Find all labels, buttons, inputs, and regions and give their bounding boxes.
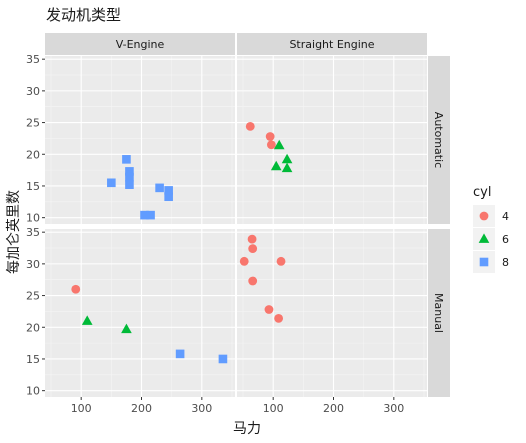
- data-point-cyl-8: [155, 183, 164, 193]
- data-point-cyl-8: [140, 210, 149, 220]
- data-point-cyl-8: [125, 167, 134, 176]
- data-point-cyl-4: [239, 256, 249, 266]
- strip-label-a: Automatic: [432, 112, 445, 168]
- legend: cyl 4 6 8: [473, 185, 509, 273]
- panel-v-m-background: [45, 229, 235, 397]
- data-point-cyl-8: [107, 178, 116, 188]
- data-point-cyl-4: [264, 305, 274, 314]
- data-point-cyl-8: [164, 192, 173, 202]
- data-point-cyl-8: [122, 155, 131, 164]
- data-point-cyl-4: [71, 284, 81, 294]
- panel-s-m-background: [237, 229, 427, 397]
- data-point-cyl-4: [248, 244, 258, 254]
- y-tick-label: 15: [26, 180, 40, 193]
- strip-label-s: Straight Engine: [289, 38, 374, 51]
- data-point-cyl-8: [164, 186, 173, 195]
- strip-m-background: [428, 229, 450, 397]
- strip-v-background: [45, 33, 235, 55]
- x-tick-label: 300: [191, 402, 212, 415]
- data-point-cyl-4: [266, 140, 276, 150]
- data-point-cyl-4: [274, 313, 284, 323]
- strip-label-v: V-Engine: [116, 38, 165, 51]
- data-point-cyl-6: [121, 323, 132, 334]
- strip-label-m: Manual: [432, 293, 445, 333]
- y-tick-label: 25: [26, 290, 40, 303]
- data-point-cyl-4: [245, 121, 255, 131]
- data-point-cyl-8: [125, 180, 134, 189]
- y-tick-label: 35: [26, 53, 40, 66]
- legend-title: cyl: [473, 185, 491, 200]
- chart-title: 发动机类型: [46, 6, 121, 24]
- legend-label-cyl-6: 6: [502, 233, 509, 246]
- strip-s-background: [237, 33, 427, 55]
- x-tick-label: 200: [131, 402, 152, 415]
- y-axis-title: 每加仑英里数: [5, 190, 22, 274]
- data-point-cyl-4: [247, 234, 257, 244]
- y-tick-label: 20: [26, 148, 40, 161]
- data-point-cyl-8: [218, 354, 228, 364]
- strip-a-background: [428, 56, 450, 224]
- y-tick-label: 20: [26, 321, 40, 334]
- x-tick-label: 300: [383, 402, 404, 415]
- x-axis-title: 马力: [233, 421, 261, 437]
- data-point-cyl-4: [248, 276, 258, 286]
- x-tick-label: 100: [263, 402, 284, 415]
- y-tick-label: 30: [26, 258, 40, 271]
- data-point-cyl-6: [81, 315, 93, 325]
- facet-panels: V-Engine Straight Engine Automatic Manual 10…: [26, 33, 450, 415]
- y-tick-label: 15: [26, 353, 40, 366]
- data-point-cyl-8: [175, 349, 185, 359]
- x-tick-label: 100: [71, 402, 92, 415]
- data-point-cyl-6: [281, 162, 293, 173]
- legend-marker-cyl-6: [478, 233, 490, 243]
- x-tick-label: 200: [323, 402, 344, 415]
- y-tick-label: 10: [26, 212, 40, 225]
- data-point-cyl-4: [265, 132, 275, 141]
- data-point-cyl-6: [273, 139, 285, 150]
- y-tick-label: 30: [26, 85, 40, 98]
- legend-label-cyl-4: 4: [502, 210, 509, 223]
- panel-v-a-background: [45, 56, 235, 224]
- legend-marker-cyl-4: [479, 211, 489, 221]
- y-tick-label: 35: [26, 226, 40, 239]
- data-point-cyl-6: [270, 160, 282, 171]
- data-point-cyl-8: [125, 172, 134, 182]
- data-point-cyl-6: [281, 153, 293, 164]
- y-tick-label: 25: [26, 117, 40, 130]
- data-point-cyl-8: [146, 210, 155, 220]
- data-point-cyl-4: [276, 256, 286, 266]
- y-tick-label: 10: [26, 385, 40, 398]
- legend-label-cyl-8: 8: [502, 256, 509, 269]
- legend-marker-cyl-8: [479, 257, 489, 267]
- panel-s-a-background: [237, 56, 427, 224]
